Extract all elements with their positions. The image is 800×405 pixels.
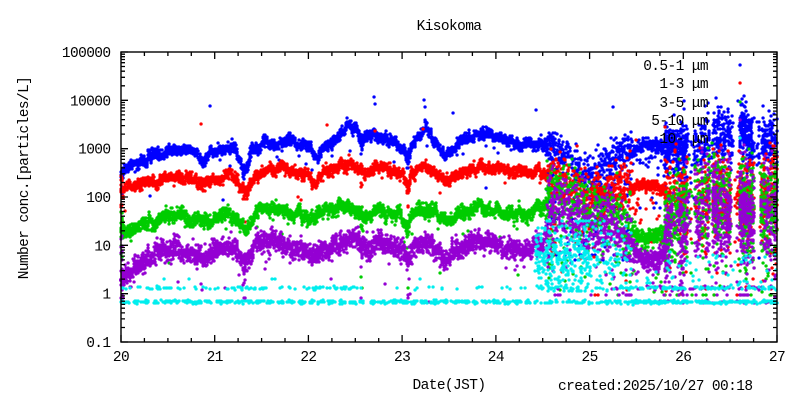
svg-text:0.1: 0.1: [86, 336, 110, 352]
svg-text:26: 26: [675, 350, 691, 366]
svg-text:22: 22: [300, 350, 316, 366]
svg-text:24: 24: [488, 350, 504, 366]
svg-text:100: 100: [86, 191, 110, 207]
svg-text:0.5-1 μm: 0.5-1 μm: [643, 59, 708, 75]
svg-text:23: 23: [394, 350, 410, 366]
svg-text:10000: 10000: [70, 94, 111, 110]
svg-text:3-5 μm: 3-5 μm: [659, 96, 708, 112]
svg-text:1000: 1000: [78, 143, 110, 159]
svg-text:5-10 μm: 5-10 μm: [651, 114, 708, 130]
svg-text:10: 10: [94, 239, 110, 255]
svg-text:27: 27: [769, 350, 785, 366]
svg-text:Number conc.[particles/L]: Number conc.[particles/L]: [17, 77, 33, 280]
svg-text:Date(JST): Date(JST): [413, 378, 486, 394]
svg-text:20: 20: [113, 350, 129, 366]
svg-text:21: 21: [207, 350, 223, 366]
svg-text:100000: 100000: [62, 46, 111, 62]
svg-text:25: 25: [581, 350, 597, 366]
svg-text:1-3 μm: 1-3 μm: [659, 77, 708, 93]
svg-text:10- μm: 10- μm: [659, 132, 708, 148]
svg-text:Kisokoma: Kisokoma: [417, 19, 483, 35]
svg-text:created:2025/10/27 00:18: created:2025/10/27 00:18: [558, 379, 752, 395]
svg-text:1: 1: [102, 288, 110, 304]
